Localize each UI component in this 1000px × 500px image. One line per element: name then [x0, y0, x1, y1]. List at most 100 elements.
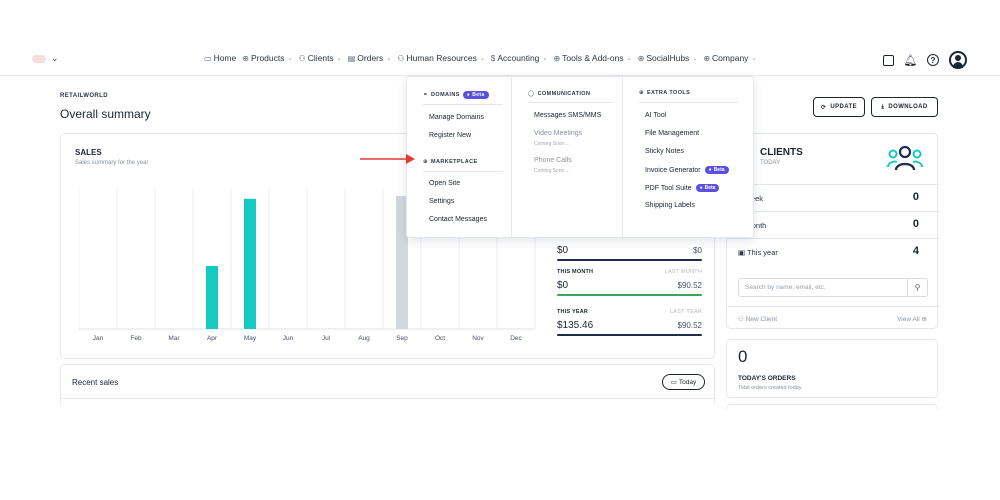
- stat-value: $0: [557, 245, 569, 256]
- header-actions: 🔔︎ ?: [883, 51, 967, 69]
- chevron-down-icon: ⌄: [287, 55, 293, 62]
- new-client-link[interactable]: ⚇ New Client: [738, 316, 778, 323]
- domains-heading: ⚭ DOMAINS ● Beta: [423, 91, 489, 99]
- menu-manage-domains[interactable]: Manage Domains: [429, 114, 484, 121]
- sales-subtitle: Sales summary for the year: [75, 160, 149, 166]
- user-icon: ●: [699, 185, 703, 191]
- dropdown-column-extra-tools: ⊕ EXTRA TOOLS AI Tool File Management St…: [623, 77, 754, 237]
- stat-bar: [557, 334, 702, 336]
- x-tick-label: May: [244, 335, 257, 342]
- clients-icon: ⚇: [298, 53, 306, 63]
- nav-products[interactable]: ⊕ Products ⌄: [242, 53, 293, 63]
- coming-soon-label: Coming Soon ...: [534, 168, 570, 174]
- view-all-link[interactable]: View All ⊕: [897, 316, 927, 323]
- nav-company[interactable]: ⊕ Company ⌄: [703, 53, 757, 63]
- clients-card: CLIENTS TODAY is week 0 is month 0 ▣ Thi…: [726, 133, 939, 330]
- menu-settings[interactable]: Settings: [429, 198, 455, 205]
- x-tick-label: Feb: [130, 335, 142, 342]
- communication-heading: ◯ COMMUNICATION: [528, 91, 591, 97]
- menu-shipping-labels[interactable]: Shipping Labels: [645, 202, 695, 209]
- chevron-down-icon: ⌄: [751, 55, 757, 62]
- orders-subtitle: Total orders created today: [738, 385, 802, 391]
- orders-label: TODAY'S ORDERS: [738, 375, 796, 382]
- user-icon: ●: [708, 167, 712, 173]
- nav-home[interactable]: ▭ Home: [204, 53, 237, 63]
- calendar-icon: ▭: [670, 379, 677, 386]
- today-filter-button[interactable]: ▭ Today: [662, 374, 705, 390]
- x-tick-label: Sep: [396, 335, 408, 342]
- menu-sticky-notes[interactable]: Sticky Notes: [645, 148, 684, 155]
- chat-icon: ◯: [528, 91, 535, 97]
- coming-soon-label: Coming Soon ...: [534, 141, 570, 147]
- hr-icon: ⚇: [397, 53, 405, 63]
- nav-clients[interactable]: ⚇ Clients ⌄: [298, 53, 342, 63]
- menu-register-new[interactable]: Register New: [429, 132, 472, 139]
- client-search-input[interactable]: Search by name, email, etc. ⚲: [738, 278, 928, 297]
- chevron-down-icon: ⌄: [386, 55, 392, 62]
- help-icon[interactable]: ?: [927, 54, 939, 66]
- globe-icon: ⊕: [423, 159, 429, 165]
- search-icon[interactable]: ⚲: [907, 279, 927, 296]
- menu-contact-messages[interactable]: Contact Messages: [429, 216, 487, 223]
- monitor-icon: ▭: [204, 53, 212, 63]
- stat-this-year: THIS YEAR LAST YEAR $135.46 $90.52: [557, 309, 702, 336]
- bell-icon[interactable]: 🔔︎: [903, 54, 918, 67]
- menu-pdf-tool-suite[interactable]: PDF Tool Suite ● Beta: [645, 184, 720, 192]
- tools-icon: ⊕: [553, 53, 561, 63]
- clients-title: CLIENTS: [760, 147, 803, 158]
- divider: [528, 102, 613, 103]
- update-button[interactable]: ⟳ UPDATE: [813, 97, 865, 117]
- recent-sales-card: Recent sales ▭ Today: [60, 364, 715, 404]
- chevron-down-icon: ⌄: [336, 55, 342, 62]
- menu-phone-calls: Phone Calls: [534, 157, 572, 164]
- beta-badge: ● Beta: [695, 184, 720, 192]
- x-tick-label: Apr: [207, 335, 218, 342]
- app-logo[interactable]: [32, 55, 46, 63]
- page-title: Overall summary: [60, 107, 151, 121]
- menu-video-meetings: Video Meetings: [534, 130, 583, 137]
- orders-count: 0: [738, 347, 748, 366]
- download-icon: ⤓: [881, 103, 885, 110]
- x-tick-label: Mar: [168, 335, 180, 342]
- menu-invoice-generator[interactable]: Invoice Generator ● Beta: [645, 166, 729, 174]
- x-tick-label: Jun: [283, 335, 294, 342]
- notes-icon[interactable]: [883, 54, 894, 66]
- chevron-down-icon: ⌄: [542, 55, 548, 62]
- nav-tools-addons[interactable]: ⊕ Tools & Add-ons ⌄: [553, 53, 632, 63]
- stat-previous: $0: [693, 246, 702, 255]
- bar-sep: [396, 196, 408, 329]
- link-icon: ⚭: [423, 92, 429, 98]
- menu-messages-sms[interactable]: Messages SMS/MMS: [534, 112, 602, 119]
- socialhubs-icon: ⊕: [637, 53, 645, 63]
- extra-tools-heading: ⊕ EXTRA TOOLS: [639, 90, 691, 96]
- brand-label: RETAILWORLD: [60, 93, 108, 99]
- x-tick-label: Nov: [472, 335, 484, 342]
- nav-accounting[interactable]: $ Accounting ⌄: [490, 53, 548, 63]
- clients-footer: ⚇ New Client View All ⊕: [727, 306, 939, 330]
- menu-ai-tool[interactable]: AI Tool: [645, 112, 667, 119]
- main-nav: ▭ Home ⊕ Products ⌄ ⚇ Clients ⌄ ▤ Orders ⌄ ⚇ Hum…: [204, 53, 756, 63]
- bar-may: [244, 198, 256, 329]
- stat-previous: $90.52: [677, 321, 702, 330]
- chevron-down-icon: ⌄: [479, 55, 485, 62]
- menu-file-management[interactable]: File Management: [645, 130, 700, 137]
- users-group-icon: [887, 145, 923, 171]
- chevron-down-icon[interactable]: ⌄: [51, 53, 59, 63]
- nav-orders[interactable]: ▤ Orders ⌄: [347, 53, 392, 63]
- clients-subtitle: TODAY: [760, 160, 781, 166]
- stat-this-month: THIS MONTH LAST MONTH $0 $90.52: [557, 269, 702, 296]
- x-tick-label: Dec: [510, 335, 522, 342]
- next-card: [726, 404, 938, 410]
- user-avatar-icon[interactable]: [949, 51, 967, 69]
- stat-value: $135.46: [557, 320, 594, 331]
- tools-addons-dropdown: ⚭ DOMAINS ● Beta Manage Domains Register …: [406, 76, 754, 238]
- nav-human-resources[interactable]: ⚇ Human Resources ⌄: [397, 53, 485, 63]
- menu-open-site[interactable]: Open Site: [429, 180, 461, 187]
- calendar-icon: ▣: [738, 248, 748, 257]
- nav-socialhubs[interactable]: ⊕ SocialHubs ⌄: [637, 53, 698, 63]
- todays-orders-card: 0 TODAY'S ORDERS Total orders created to…: [726, 339, 938, 398]
- clients-this-year-row: ▣ This year 4: [727, 238, 939, 265]
- stat-value: $0: [557, 280, 569, 291]
- divider: [423, 171, 503, 172]
- download-button[interactable]: ⤓ DOWNLOAD: [871, 97, 938, 117]
